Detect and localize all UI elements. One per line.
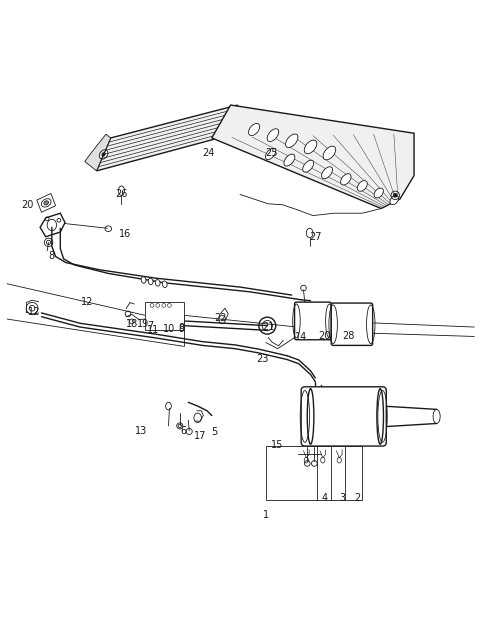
Text: 25: 25 xyxy=(266,148,278,158)
Ellipse shape xyxy=(102,153,105,156)
Text: 20: 20 xyxy=(319,331,331,341)
Text: 3: 3 xyxy=(339,493,346,503)
Ellipse shape xyxy=(303,160,314,172)
Polygon shape xyxy=(37,193,56,212)
Ellipse shape xyxy=(322,167,333,178)
Text: 24: 24 xyxy=(202,148,214,158)
Text: 16: 16 xyxy=(119,230,131,240)
FancyBboxPatch shape xyxy=(295,302,331,339)
Text: 28: 28 xyxy=(342,331,354,341)
Ellipse shape xyxy=(265,149,276,160)
Text: 4: 4 xyxy=(322,493,328,503)
Ellipse shape xyxy=(393,193,397,197)
Text: 17: 17 xyxy=(194,431,206,441)
Ellipse shape xyxy=(341,173,351,185)
Text: 22: 22 xyxy=(214,313,227,323)
Ellipse shape xyxy=(249,124,260,135)
Polygon shape xyxy=(212,105,414,208)
Text: 20: 20 xyxy=(21,200,34,210)
Ellipse shape xyxy=(148,278,153,285)
Text: 14: 14 xyxy=(295,332,307,342)
FancyBboxPatch shape xyxy=(331,303,372,346)
Ellipse shape xyxy=(162,281,167,288)
Bar xyxy=(145,301,183,330)
Ellipse shape xyxy=(141,277,146,283)
Text: 27: 27 xyxy=(309,232,322,241)
Text: 19: 19 xyxy=(137,319,150,329)
Ellipse shape xyxy=(267,129,279,142)
Ellipse shape xyxy=(286,134,298,147)
Text: 18: 18 xyxy=(126,319,138,329)
FancyBboxPatch shape xyxy=(301,387,386,446)
Ellipse shape xyxy=(44,201,48,205)
Text: 13: 13 xyxy=(135,426,147,436)
Text: 23: 23 xyxy=(256,354,269,364)
Text: 9: 9 xyxy=(178,324,184,334)
Polygon shape xyxy=(96,105,238,171)
Text: 8: 8 xyxy=(178,323,184,333)
Text: 8: 8 xyxy=(49,251,55,261)
Text: 1: 1 xyxy=(263,510,269,520)
Text: 15: 15 xyxy=(271,440,283,450)
Ellipse shape xyxy=(304,140,317,154)
Ellipse shape xyxy=(156,280,160,286)
Text: 6: 6 xyxy=(180,426,187,436)
Bar xyxy=(266,446,362,500)
Polygon shape xyxy=(40,213,65,236)
Text: 12: 12 xyxy=(28,307,41,317)
Ellipse shape xyxy=(323,146,336,160)
Text: 2: 2 xyxy=(354,493,361,503)
Text: 5: 5 xyxy=(211,427,217,437)
Text: 26: 26 xyxy=(115,190,128,200)
Text: 21: 21 xyxy=(262,322,275,332)
Text: 11: 11 xyxy=(147,325,159,335)
Ellipse shape xyxy=(357,180,367,192)
Text: 7: 7 xyxy=(147,321,154,331)
Text: 10: 10 xyxy=(163,324,176,334)
Polygon shape xyxy=(85,134,110,171)
Ellipse shape xyxy=(374,188,384,198)
Ellipse shape xyxy=(284,154,295,166)
Ellipse shape xyxy=(390,195,398,205)
Text: 12: 12 xyxy=(81,296,93,306)
